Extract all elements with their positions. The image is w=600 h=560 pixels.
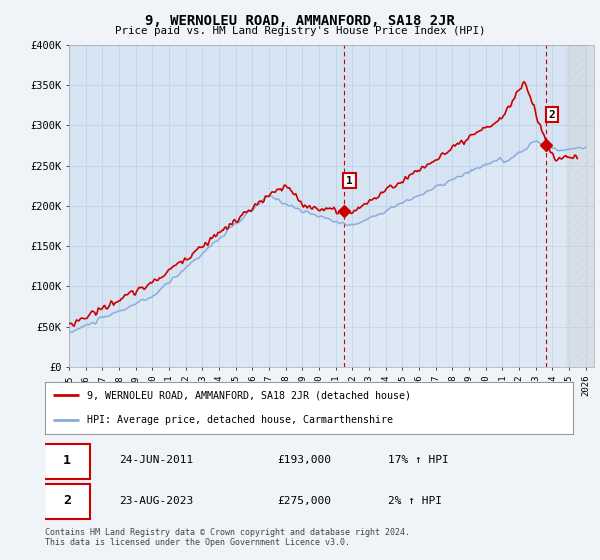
Text: £193,000: £193,000	[277, 455, 331, 465]
Text: 24-JUN-2011: 24-JUN-2011	[119, 455, 193, 465]
Text: 2: 2	[63, 494, 71, 507]
Text: HPI: Average price, detached house, Carmarthenshire: HPI: Average price, detached house, Carm…	[87, 414, 393, 424]
Text: 23-AUG-2023: 23-AUG-2023	[119, 496, 193, 506]
Text: 17% ↑ HPI: 17% ↑ HPI	[388, 455, 449, 465]
Text: 9, WERNOLEU ROAD, AMMANFORD, SA18 2JR (detached house): 9, WERNOLEU ROAD, AMMANFORD, SA18 2JR (d…	[87, 390, 411, 400]
FancyBboxPatch shape	[44, 484, 91, 519]
Text: 1: 1	[63, 454, 71, 467]
Text: 2: 2	[549, 110, 556, 120]
Text: 2% ↑ HPI: 2% ↑ HPI	[388, 496, 442, 506]
Text: Contains HM Land Registry data © Crown copyright and database right 2024.
This d: Contains HM Land Registry data © Crown c…	[45, 528, 410, 547]
Text: £275,000: £275,000	[277, 496, 331, 506]
Text: 1: 1	[346, 176, 353, 186]
Text: 9, WERNOLEU ROAD, AMMANFORD, SA18 2JR: 9, WERNOLEU ROAD, AMMANFORD, SA18 2JR	[145, 14, 455, 28]
FancyBboxPatch shape	[44, 444, 91, 479]
Text: Price paid vs. HM Land Registry's House Price Index (HPI): Price paid vs. HM Land Registry's House …	[115, 26, 485, 36]
